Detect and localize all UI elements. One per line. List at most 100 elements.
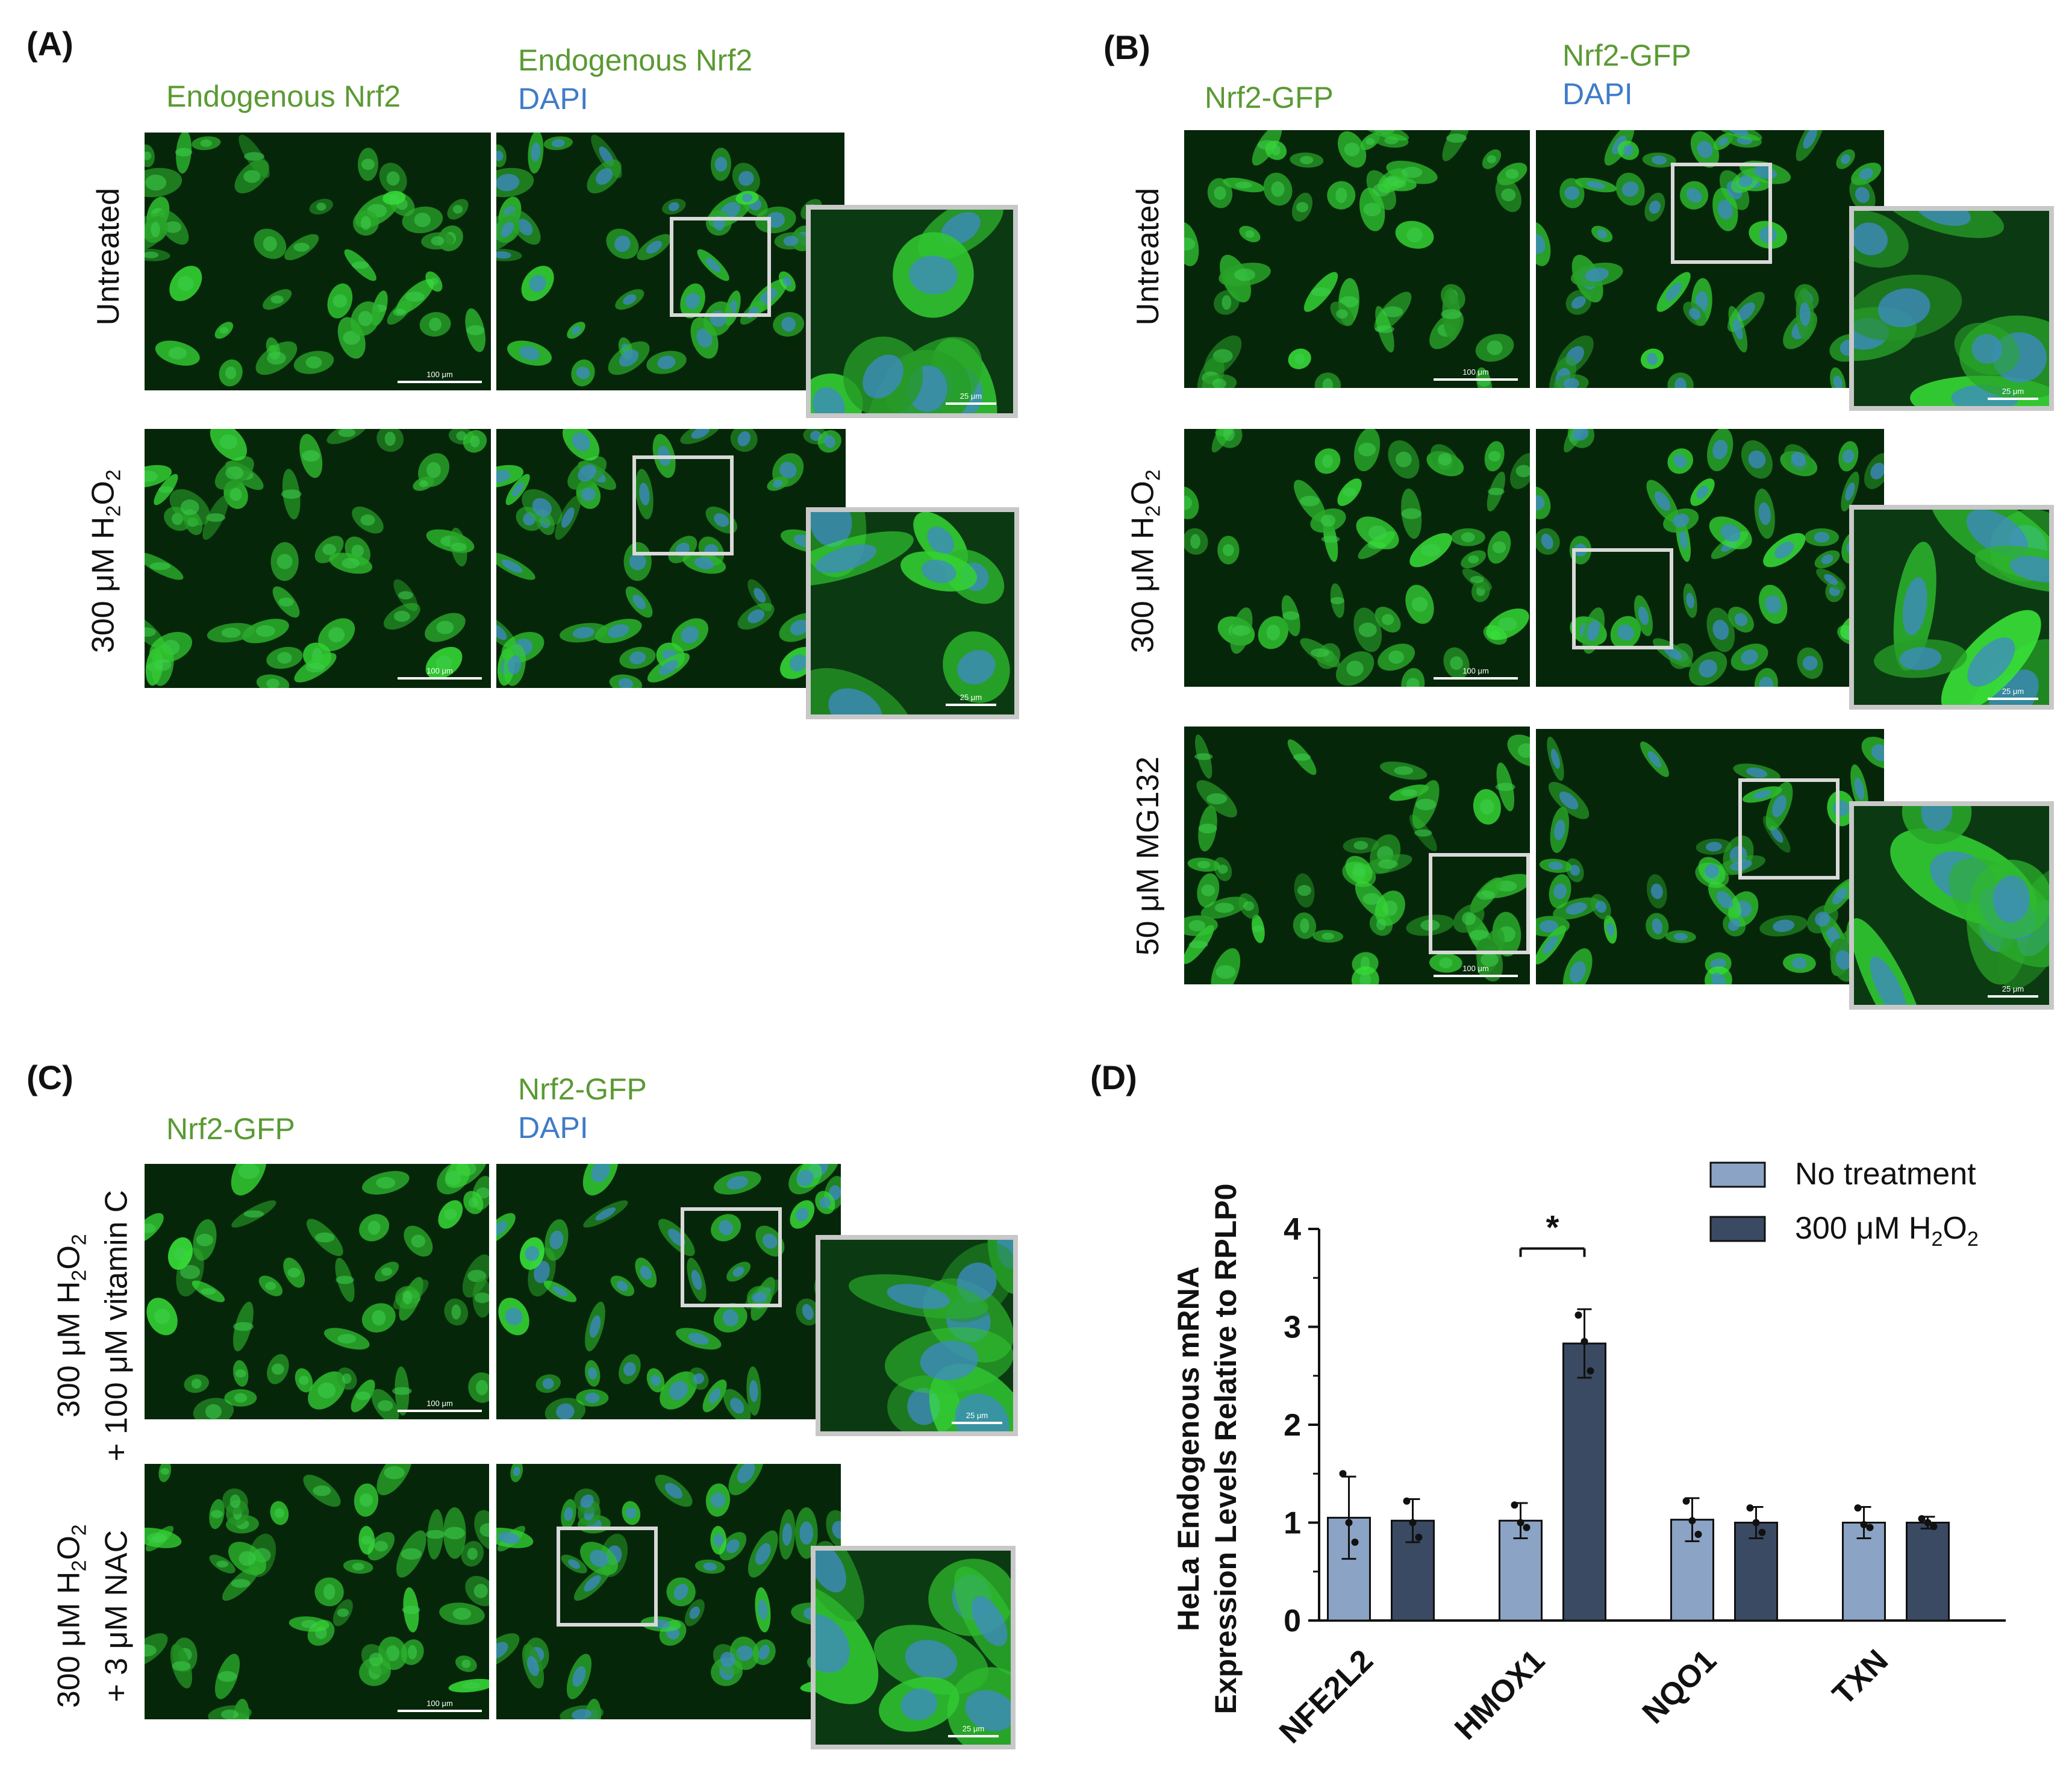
panel-b-mg132-merge-image: [1536, 729, 1884, 984]
panel-b-col2-header: Nrf2-GFP DAPI: [1562, 39, 1691, 111]
panel-c-col2-header: Nrf2-GFP DAPI: [518, 1072, 647, 1145]
data-point: [1409, 1519, 1417, 1527]
data-point: [1746, 1504, 1754, 1512]
data-point: [1688, 1517, 1696, 1525]
scale-c-inset-0-label: 25 μm: [966, 1411, 988, 1420]
panel-b-row3-label: 50 μM MG132: [1131, 756, 1166, 956]
panel-c-vitc-inset-image: [816, 1235, 1018, 1436]
data-point: [1523, 1524, 1531, 1531]
legend-label-no-treatment: No treatment: [1795, 1157, 1976, 1192]
scale-c-1-label: 100 μm: [426, 1699, 453, 1708]
y-tick-label: 2: [1284, 1408, 1301, 1443]
panel-a-untreated-nrf2-image: [145, 133, 491, 390]
panel-c-label: (C): [27, 1058, 73, 1096]
y-axis-label-line2: Expression Levels Relative to RPLP0: [1209, 1184, 1243, 1714]
scale-a-0-bar: [398, 381, 482, 383]
scale-b-2-label: 100 μm: [1462, 964, 1489, 973]
scale-a-inset-0-bar: [946, 402, 996, 405]
scale-c-inset-0-bar: [952, 1422, 1002, 1424]
legend-swatch-no-treatment: [1709, 1161, 1766, 1188]
panel-a-h2o2-inset-image: [806, 507, 1019, 719]
x-tick-label-nfe2l2: NFE2L2: [1273, 1643, 1380, 1750]
panel-d-label: (D): [1090, 1058, 1137, 1096]
scale-c-0-bar: [398, 1410, 482, 1412]
chart-legend: No treatment 300 μM H2O2: [1709, 1157, 1979, 1251]
panel-c-row2-label: 300 μM H2O2 + 3 μM NAC: [51, 1524, 134, 1708]
scale-a-1-bar: [398, 677, 482, 680]
scale-a-0-label: 100 μm: [426, 370, 453, 379]
scale-b-inset-0-bar: [1988, 398, 2038, 400]
panel-b-untreated-gfp-image: [1184, 130, 1530, 388]
panel-c-vitc-gfp-image: [145, 1164, 489, 1419]
panel-c-nac-zoom-box: [557, 1527, 658, 1627]
scale-b-2-bar: [1434, 975, 1518, 977]
scale-b-0-bar: [1434, 378, 1518, 381]
panel-b-mg132-zoom-box: [1738, 778, 1840, 880]
data-point: [1345, 1519, 1353, 1527]
panel-c-vitc-zoom-box: [681, 1207, 782, 1307]
y-tick-label: 1: [1284, 1506, 1301, 1541]
scale-b-inset-1-label: 25 μm: [2002, 687, 2024, 696]
data-point: [1694, 1531, 1702, 1538]
panel-a-row1-label: Untreated: [91, 187, 126, 326]
panel-a-row2-label: 300 μM H2O2: [86, 469, 125, 654]
chart-bars: *: [1327, 1208, 1950, 1622]
panel-b-h2o2-inset-image: [1849, 505, 2054, 710]
panel-b-untreated-inset-image: [1849, 206, 2054, 411]
panel-a-h2o2-zoom-box: [632, 455, 734, 555]
panel-b-row2-label: 300 μM H2O2: [1125, 469, 1165, 654]
bar-hmox1-1: [1562, 1342, 1606, 1622]
data-point: [1587, 1367, 1594, 1375]
legend-swatch-h2o2: [1709, 1216, 1766, 1242]
data-point: [1351, 1539, 1359, 1546]
data-point: [1918, 1515, 1926, 1522]
panel-b-mg132-gfp-image: [1184, 727, 1530, 984]
data-point: [1574, 1311, 1582, 1319]
legend-label-h2o2: 300 μM H2O2: [1795, 1211, 1979, 1251]
panel-c-nac-inset-image: [811, 1546, 1016, 1749]
scale-b-0-label: 100 μm: [1462, 367, 1489, 377]
scale-c-inset-1-label: 25 μm: [962, 1724, 985, 1733]
y-tick-label: 0: [1284, 1604, 1301, 1639]
data-point: [1930, 1523, 1938, 1530]
scale-b-inset-1-bar: [1988, 698, 2038, 700]
panel-a-h2o2-merge-image: [496, 429, 846, 688]
panel-b-label: (B): [1103, 28, 1150, 66]
data-point: [1581, 1337, 1588, 1345]
panel-b-h2o2-gfp-image: [1184, 429, 1530, 687]
y-tick-label: 3: [1284, 1310, 1301, 1345]
x-tick-label-nqo1: NQO1: [1636, 1643, 1723, 1730]
data-point: [1403, 1497, 1411, 1505]
x-tick-label-hmox1: HMOX1: [1448, 1643, 1552, 1746]
panel-a-col2-header: Endogenous Nrf2 DAPI: [518, 43, 753, 116]
significance-star: *: [1546, 1208, 1559, 1246]
panel-c-vitc-merge-image: [496, 1164, 841, 1419]
panel-b-mg132-inset-image: [1849, 801, 2054, 1010]
y-tick-label: 4: [1284, 1212, 1301, 1247]
scale-b-1-label: 100 μm: [1462, 666, 1489, 675]
chart-axes: 0 1 2 3 4 NFE2L2 HMOX1 NQO1 TXN: [1273, 1212, 2006, 1750]
data-point: [1924, 1519, 1932, 1527]
panel-b-row1-label: Untreated: [1131, 187, 1166, 326]
panel-a-label: (A): [27, 25, 73, 63]
panel-b-untreated-zoom-box: [1671, 163, 1772, 264]
data-point: [1860, 1521, 1868, 1528]
panel-a-h2o2-nrf2-image: [145, 429, 491, 688]
scale-a-inset-1-label: 25 μm: [960, 693, 982, 702]
panel-c-nac-gfp-image: [145, 1464, 489, 1719]
data-point: [1682, 1497, 1690, 1505]
scale-b-1-bar: [1434, 677, 1518, 680]
data-point: [1758, 1528, 1766, 1536]
panel-b-h2o2-zoom-box: [1572, 548, 1673, 649]
scale-a-inset-1-bar: [946, 704, 996, 706]
scale-c-1-bar: [398, 1710, 482, 1712]
data-point: [1517, 1519, 1524, 1527]
panel-b-mg132-gfp-zoom-box: [1429, 853, 1530, 954]
data-point: [1866, 1524, 1874, 1531]
panel-b-untreated-merge-image: [1536, 130, 1884, 388]
data-point: [1752, 1519, 1760, 1527]
expression-bar-chart: 0 1 2 3 4 NFE2L2 HMOX1 NQO1 TXN * No treatment 30…: [1172, 1157, 2006, 1750]
bar-txn-1: [1906, 1522, 1950, 1622]
data-point: [1854, 1504, 1862, 1512]
scale-c-inset-1-bar: [948, 1735, 999, 1737]
